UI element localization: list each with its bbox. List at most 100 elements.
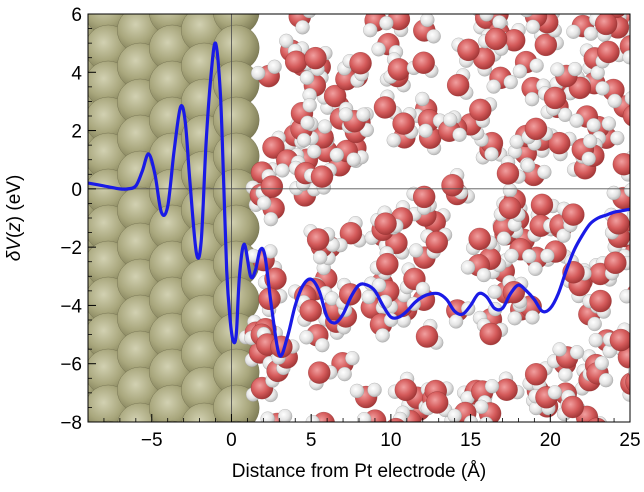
water-molecule — [451, 37, 480, 68]
hydrogen-atom — [302, 14, 316, 19]
hydrogen-atom — [582, 134, 598, 149]
hydrogen-atom — [349, 383, 365, 399]
y-label-open: ( — [4, 231, 25, 238]
water-molecule — [387, 371, 418, 402]
water-molecule — [566, 14, 599, 41]
water-molecule — [251, 59, 282, 88]
hydrogen-atom — [361, 289, 376, 305]
oxygen-atom — [530, 193, 554, 217]
y-label-z: z — [4, 222, 25, 233]
water-molecule — [290, 98, 317, 130]
oxygen-atom — [561, 395, 584, 419]
hydrogen-atom — [522, 248, 537, 264]
x-tick-label: 15 — [460, 430, 481, 451]
oxygen-atom — [415, 325, 439, 348]
water-molecule — [619, 285, 630, 304]
water-molecule — [305, 411, 335, 422]
y-axis-ticks: −8 −6 −4 −2 0 2 4 6 — [60, 5, 96, 434]
hydrogen-atom — [552, 342, 567, 357]
water-molecule — [420, 391, 453, 418]
oxygen-atom — [373, 96, 397, 119]
oxygen-atom — [310, 165, 334, 188]
oxygen-atom — [562, 203, 585, 226]
oxygen-atom — [306, 228, 330, 251]
oxygen-atom — [308, 361, 331, 384]
oxygen-atom — [394, 378, 418, 402]
water-molecule — [474, 399, 502, 422]
y-tick-label: −6 — [60, 355, 82, 376]
water-molecule — [493, 196, 526, 222]
hydrogen-atom — [569, 345, 585, 360]
oxygen-atom — [498, 196, 522, 219]
water-molecule — [587, 417, 606, 422]
hydrogen-atom — [447, 408, 462, 422]
oxygen-atom — [387, 417, 405, 422]
water-molecule — [260, 409, 293, 422]
y-tick-label: 4 — [71, 63, 82, 84]
data-series — [88, 41, 630, 358]
hydrogen-atom — [503, 74, 518, 90]
hydrogen-atom — [636, 103, 644, 117]
water-molecule — [520, 158, 552, 187]
oxygen-atom — [609, 328, 630, 352]
water-molecule — [466, 227, 498, 256]
oxygen-atom — [587, 417, 606, 422]
y-tick-label: −8 — [60, 413, 82, 434]
oxygen-atom — [543, 86, 567, 110]
oxygen-atom — [597, 40, 620, 64]
oxygen-atom — [304, 47, 327, 70]
water-molecule — [582, 289, 612, 319]
oxygen-atom — [413, 185, 436, 209]
hydrogen-atom — [581, 151, 596, 166]
hydrogen-atom — [640, 377, 644, 391]
hydrogen-atom — [610, 130, 625, 146]
hydrogen-atom — [620, 0, 634, 11]
y-tick-label: 6 — [71, 5, 82, 26]
hydrogen-atom — [346, 152, 361, 167]
oxygen-atom — [376, 252, 399, 276]
hydrogen-atom — [279, 33, 294, 49]
hydrogen-atom — [633, 379, 644, 393]
water-molecule — [392, 107, 419, 139]
oxygen-atom — [468, 227, 491, 251]
water-molecule — [471, 379, 500, 410]
pt-atom — [100, 420, 116, 422]
hydrogen-atom — [547, 385, 562, 400]
hydrogen-atom — [595, 81, 610, 96]
y-label-v: V — [4, 236, 25, 251]
hydrogen-atom — [300, 115, 315, 130]
hydrogen-atom — [371, 278, 387, 293]
water-molecule — [492, 216, 522, 246]
water-molecule — [474, 131, 504, 162]
water-molecule — [602, 322, 630, 352]
x-tick-label: 5 — [306, 430, 317, 451]
hydrogen-atom — [443, 112, 458, 127]
water-molecule — [296, 295, 322, 327]
hydrogen-atom — [624, 183, 630, 198]
oxygen-atom — [548, 132, 571, 155]
hydrogen-atom — [587, 316, 602, 332]
y-label-delta: δ — [4, 250, 25, 261]
hydrogen-atom — [302, 98, 317, 113]
oxygen-atom — [479, 322, 502, 346]
hydrogen-atom — [383, 312, 399, 328]
hydrogen-atom — [448, 314, 464, 329]
water-molecule — [476, 318, 509, 346]
oxygen-atom — [622, 105, 630, 127]
x-axis-label: Distance from Pt electrode (Å) — [232, 461, 486, 482]
water-molecule — [408, 243, 441, 269]
water-molecule — [406, 51, 439, 78]
water-molecule — [256, 195, 285, 227]
water-molecules — [238, 0, 644, 422]
hydrogen-atom — [520, 14, 533, 18]
x-tick-label: 0 — [226, 430, 237, 451]
water-molecule — [550, 61, 583, 88]
water-molecule — [288, 14, 316, 35]
hydrogen-atom — [345, 351, 360, 366]
hydrogen-atom — [537, 164, 552, 180]
water-molecule — [335, 277, 362, 310]
x-tick-label: 10 — [380, 430, 401, 451]
y-label-unit: (eV) — [4, 175, 25, 216]
oxygen-atom — [525, 363, 548, 386]
water-molecule — [460, 254, 492, 283]
